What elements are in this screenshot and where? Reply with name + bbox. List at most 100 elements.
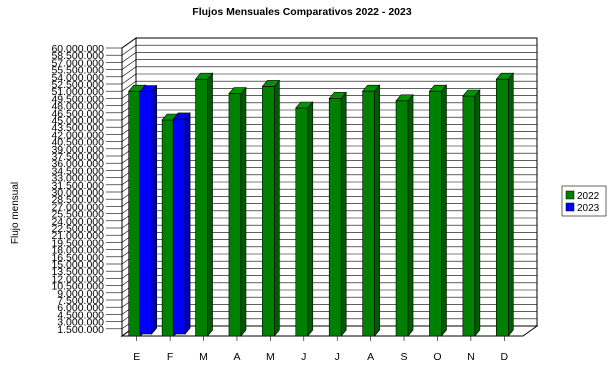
x-tick-label: M — [266, 351, 275, 363]
y-tick-label: 31.500.000 — [51, 180, 104, 192]
x-tick-label: F — [167, 351, 173, 363]
legend-label: 2022 — [577, 191, 600, 202]
y-tick-label: 19.500.000 — [51, 237, 104, 249]
y-tick-label: 16.500.000 — [51, 252, 104, 264]
y-tick-label: 6.000.000 — [57, 302, 104, 314]
y-tick-label: 13.500.000 — [51, 266, 104, 278]
x-tick-label: E — [133, 351, 140, 363]
bar-top — [495, 72, 514, 80]
bar-side — [307, 101, 314, 337]
y-tick-label: 42.000.000 — [51, 129, 104, 141]
bar-top — [194, 72, 214, 80]
bar-top — [139, 85, 158, 92]
bar — [262, 86, 275, 337]
y-tick-label: 18.000.000 — [51, 245, 104, 257]
bar-top — [462, 89, 481, 97]
bar — [362, 90, 375, 337]
x-tick-label: A — [233, 351, 240, 363]
legend-label: 2023 — [577, 203, 600, 214]
y-tick-label: 10.500.000 — [51, 281, 104, 293]
legend-swatch — [565, 190, 575, 200]
y-tick-label: 51.000.000 — [51, 86, 104, 98]
gridline-side — [121, 73, 137, 85]
y-tick-label: 34.500.000 — [51, 165, 104, 177]
bar-side — [240, 86, 247, 337]
y-tick-label: 28.500.000 — [51, 194, 104, 206]
bar — [495, 78, 509, 337]
y-tick-label: 7.500.000 — [57, 295, 104, 307]
bar-side — [184, 112, 191, 335]
x-tick-label: S — [401, 351, 408, 363]
gridline-side — [121, 52, 137, 63]
bar-top — [172, 112, 191, 120]
bar-top — [395, 94, 414, 102]
y-tick-label: 45.000.000 — [51, 115, 104, 127]
x-tick-label: J — [301, 351, 306, 363]
bar — [161, 119, 175, 337]
y-tick-label: 43.500.000 — [51, 122, 104, 134]
x-tick-label: D — [500, 351, 508, 363]
y-tick-label: 58.500.000 — [51, 50, 104, 62]
y-tick-label: 3.000.000 — [57, 317, 104, 329]
y-tick-label: 12.000.000 — [51, 273, 104, 285]
y-tick-label: 27.000.000 — [51, 201, 104, 213]
gridline-side — [121, 37, 137, 49]
bar-side — [340, 91, 347, 337]
y-tick-label: 21.000.000 — [51, 230, 104, 242]
y-tick-label: 57.000.000 — [51, 57, 104, 69]
y-tick-label: 39.000.000 — [51, 144, 104, 156]
x-tick-label: A — [367, 351, 374, 363]
y-tick-label: 24.000.000 — [51, 216, 104, 228]
bar-side — [474, 89, 481, 337]
y-tick-label: 4.500.000 — [57, 309, 104, 321]
x-tick-label: N — [467, 351, 475, 363]
y-tick-label: 25.500.000 — [51, 209, 104, 221]
bar-top — [228, 87, 247, 94]
y-tick-label: 54.000.000 — [51, 72, 104, 84]
y-tick-label: 30.000.000 — [51, 187, 104, 199]
bar — [395, 100, 409, 337]
gridline-side — [121, 59, 137, 70]
y-axis-label: Flujo mensual — [10, 182, 21, 244]
y-tick-label: 33.000.000 — [51, 173, 104, 185]
bar — [295, 107, 309, 337]
bar — [462, 95, 476, 337]
gridline-side — [121, 44, 137, 56]
bar — [328, 98, 342, 337]
y-tick-label: 60.000.000 — [51, 43, 104, 55]
y-tick-label: 48.000.000 — [51, 101, 104, 113]
bar-side — [507, 72, 514, 337]
bar-top — [361, 84, 381, 92]
bar — [128, 90, 142, 337]
bar-side — [407, 93, 414, 337]
gridline-side — [121, 80, 137, 92]
x-tick-label: M — [199, 351, 208, 363]
x-tick-label: O — [433, 351, 441, 363]
chart-title: Flujos Mensuales Comparativos 2022 - 202… — [192, 6, 412, 18]
bar-top — [295, 101, 314, 109]
y-tick-label: 15.000.000 — [51, 259, 104, 271]
bar-top — [328, 92, 347, 99]
gridline-side — [121, 66, 137, 78]
y-tick-label: 49.500.000 — [51, 93, 104, 105]
y-tick-label: 22.500.000 — [51, 223, 104, 235]
bar — [172, 118, 186, 335]
bar — [195, 78, 208, 337]
bar — [228, 93, 242, 337]
bar-side — [207, 72, 213, 337]
plot-area: 60.000.00058.500.00057.000.00055.500.000… — [51, 37, 539, 363]
legend-swatch — [565, 202, 575, 212]
y-tick-label: 36.000.000 — [51, 158, 104, 170]
y-tick-label: 40.500.000 — [51, 137, 104, 149]
bar-side — [374, 84, 380, 337]
bar-side — [151, 84, 158, 335]
y-tick-label: 52.500.000 — [51, 79, 104, 91]
y-tick-label: 55.500.000 — [51, 65, 104, 77]
bar-side — [274, 79, 280, 337]
bar — [429, 90, 442, 337]
y-tick-label: 37.500.000 — [51, 151, 104, 163]
bar-side — [441, 84, 447, 337]
x-tick-label: J — [335, 351, 340, 363]
